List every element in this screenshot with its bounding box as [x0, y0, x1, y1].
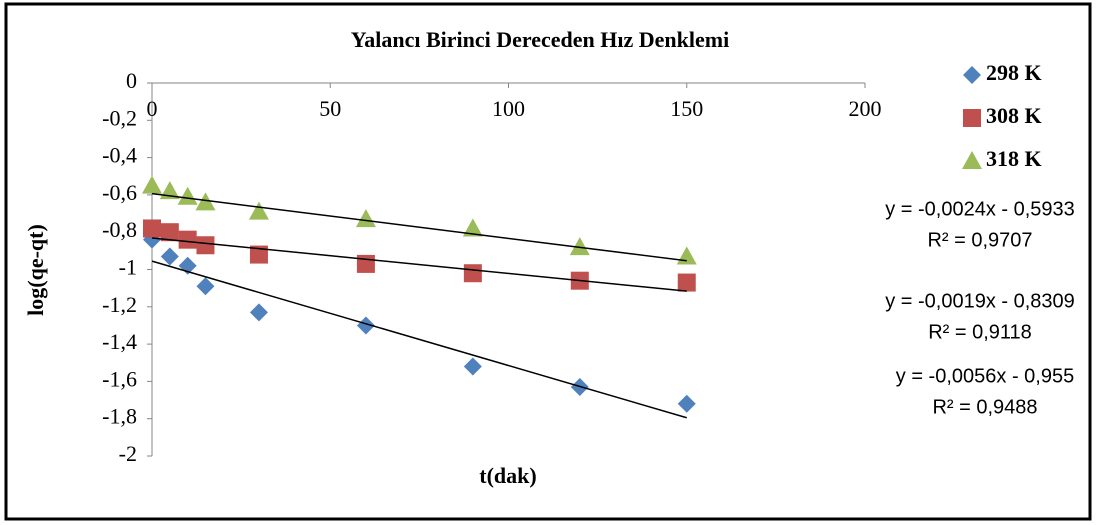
- marker: [195, 192, 216, 211]
- y-tick-label: -0,6: [102, 180, 137, 205]
- x-tick-label: 0: [147, 96, 158, 121]
- y-tick-label: -1: [119, 255, 137, 280]
- trendline: [151, 260, 687, 419]
- marker: [160, 247, 179, 266]
- marker: [160, 223, 179, 242]
- x-tick-label: 50: [319, 96, 341, 121]
- y-tick-label: -2: [119, 441, 137, 466]
- trendline-r2: R² = 0,9488: [932, 396, 1037, 418]
- y-tick-label: -1,4: [102, 329, 137, 354]
- legend-label: 308 K: [986, 103, 1042, 128]
- marker: [178, 230, 197, 249]
- trendline-r2: R² = 0,9118: [928, 321, 1032, 343]
- x-tick-label: 150: [670, 96, 703, 121]
- x-tick-label: 100: [492, 96, 525, 121]
- marker: [196, 236, 215, 255]
- y-tick-label: -0,2: [102, 105, 137, 130]
- legend-label: 298 K: [986, 60, 1042, 85]
- y-tick-label: -0,8: [102, 217, 137, 242]
- marker: [249, 245, 268, 264]
- marker: [463, 264, 482, 283]
- marker: [463, 357, 482, 376]
- marker: [142, 175, 162, 194]
- y-tick-label: -1,6: [102, 366, 137, 391]
- legend-marker: [963, 66, 981, 84]
- legend-label: 318 K: [986, 146, 1042, 171]
- chart-title: Yalancı Birinci Dereceden Hız Denklemi: [351, 27, 729, 52]
- marker: [356, 254, 375, 273]
- y-tick-label: -0,4: [102, 143, 137, 168]
- y-tick-label: -1,2: [102, 292, 137, 317]
- y-axis-label: log(qe-qt): [23, 224, 48, 316]
- legend-marker: [962, 151, 982, 169]
- marker: [177, 186, 198, 205]
- trendline-r2: R² = 0,9707: [927, 229, 1032, 251]
- marker: [677, 273, 696, 292]
- marker: [356, 316, 375, 335]
- y-tick-label: 0: [126, 68, 137, 93]
- marker: [355, 209, 376, 228]
- trendline-equation: y = -0,0056x - 0,955: [896, 365, 1074, 387]
- marker: [462, 218, 483, 237]
- y-tick-label: -1,8: [102, 404, 137, 429]
- trendline-equation: y = -0,0024x - 0,5933: [885, 198, 1075, 220]
- marker: [143, 219, 161, 238]
- x-tick-label: 200: [849, 96, 882, 121]
- trendline: [151, 192, 687, 262]
- legend-marker: [963, 109, 981, 127]
- trendline-equation: y = -0,0019x - 0,8309: [885, 290, 1075, 312]
- marker: [196, 277, 215, 296]
- marker: [249, 303, 268, 322]
- marker: [677, 394, 696, 413]
- marker: [569, 237, 590, 256]
- trendline: [151, 237, 687, 292]
- marker: [248, 201, 269, 220]
- x-axis-label: t(dak): [479, 463, 536, 488]
